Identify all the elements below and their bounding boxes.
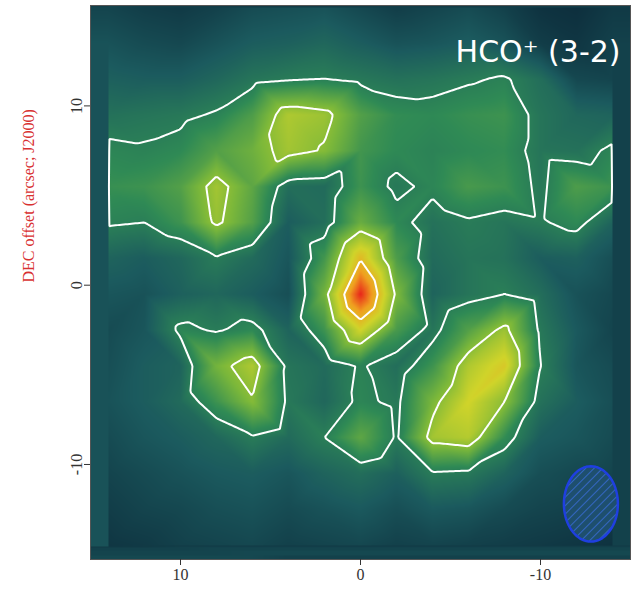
svg-text:0: 0 [68,281,85,289]
svg-text:10: 10 [68,98,85,114]
svg-text:10: 10 [173,566,189,583]
svg-text:DEC offset (arcsec; J2000): DEC offset (arcsec; J2000) [20,109,38,282]
svg-text:0: 0 [357,566,365,583]
svg-text:-10: -10 [530,566,551,583]
svg-text:-10: -10 [68,454,85,475]
svg-text:HCO⁺ (3-2): HCO⁺ (3-2) [456,34,621,69]
